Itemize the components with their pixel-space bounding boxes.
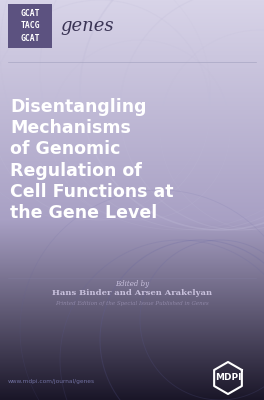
Text: Edited by: Edited by xyxy=(115,280,149,288)
Text: Disentangling
Mechanisms
of Genomic
Regulation of
Cell Functions at
the Gene Lev: Disentangling Mechanisms of Genomic Regu… xyxy=(10,98,173,222)
Text: MDPI: MDPI xyxy=(215,374,241,382)
Text: Printed Edition of the Special Issue Published in Genes: Printed Edition of the Special Issue Pub… xyxy=(55,300,209,306)
Text: GCAT
TACG
GCAT: GCAT TACG GCAT xyxy=(20,9,40,43)
FancyBboxPatch shape xyxy=(8,4,52,48)
Text: Hans Binder and Arsen Arakelyan: Hans Binder and Arsen Arakelyan xyxy=(52,289,212,297)
Text: www.mdpi.com/journal/genes: www.mdpi.com/journal/genes xyxy=(8,380,95,384)
Text: genes: genes xyxy=(60,17,114,35)
